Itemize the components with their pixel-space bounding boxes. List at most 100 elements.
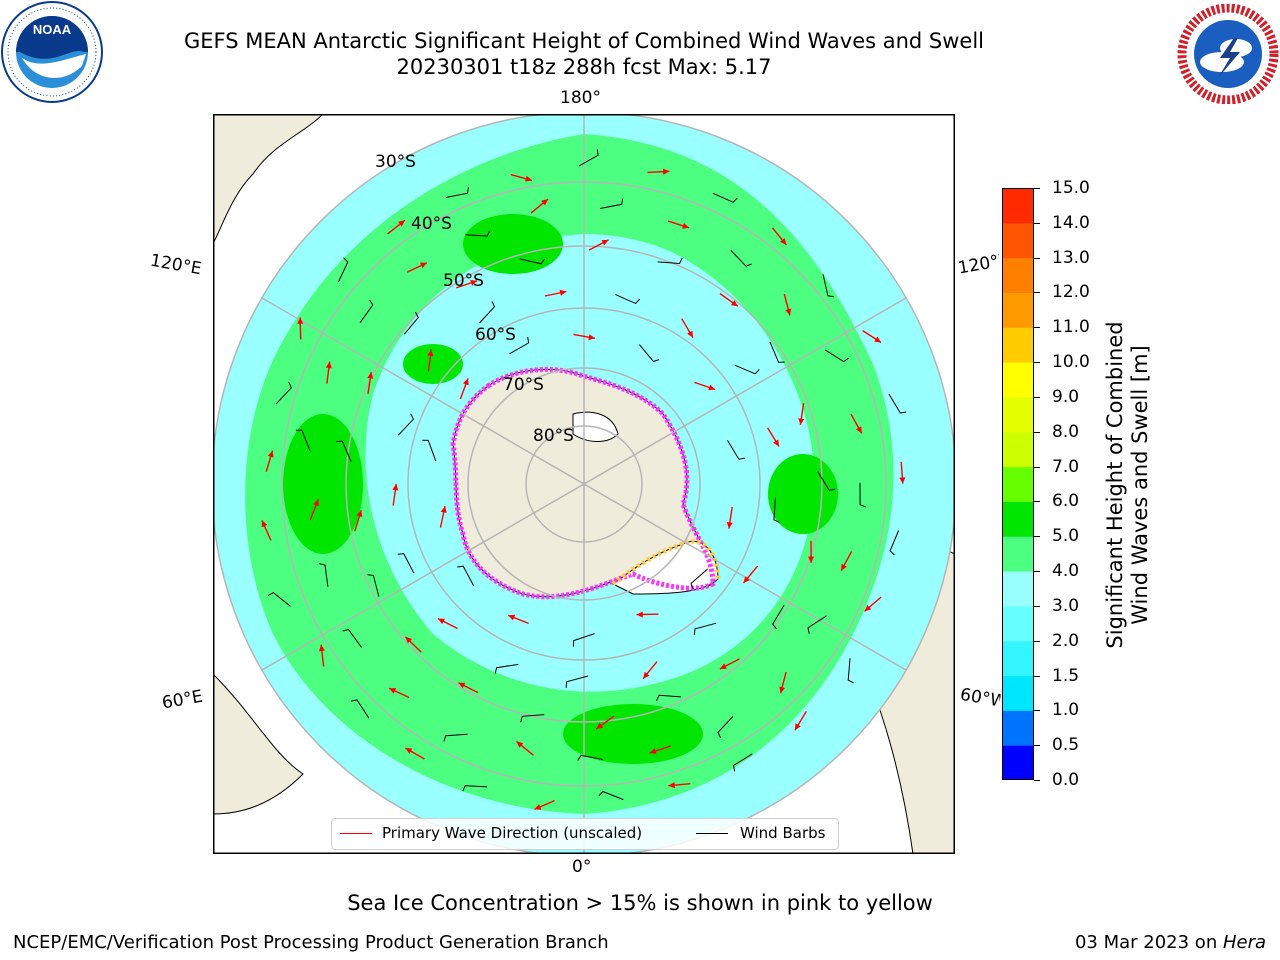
wave-arrow-head xyxy=(874,336,882,343)
colorbar-segment xyxy=(1002,362,1034,398)
wave-arrow-head xyxy=(643,671,650,679)
wind-barb xyxy=(351,699,370,719)
wave-arrow-head xyxy=(392,483,399,491)
latitude-label-70s: 70°S xyxy=(503,375,544,395)
colorbar-tick-label: 6.0 xyxy=(1052,491,1080,512)
colorbar-tick-label: 12.0 xyxy=(1052,282,1090,303)
wind-barb xyxy=(457,565,475,586)
wave-arrow-head xyxy=(687,330,693,338)
wave-arrow-head xyxy=(325,361,332,369)
wind-barb xyxy=(859,482,866,508)
colorbar-tick-mark xyxy=(1034,745,1040,747)
wave-arrow-head xyxy=(596,722,604,729)
wind-barb xyxy=(657,257,683,265)
wind-barb xyxy=(509,336,530,355)
wave-core-4to5m xyxy=(403,344,463,384)
wave-arrow-head xyxy=(649,748,657,754)
wind-barb xyxy=(693,622,717,635)
footer-date: 03 Mar 2023 on Hera xyxy=(1075,932,1266,953)
wave-arrow-head xyxy=(780,238,787,245)
colorbar-tick-label: 4.0 xyxy=(1052,561,1080,582)
colorbar-title-line1: Significant Height of Combined xyxy=(1103,321,1127,649)
wave-arrow-head xyxy=(463,378,469,386)
svg-text:NOAA: NOAA xyxy=(33,22,72,37)
wave-arrow-head xyxy=(588,334,595,341)
longitude-label-180: 180° xyxy=(560,88,601,108)
legend-wave-label: Primary Wave Direction (unscaled) xyxy=(382,824,643,842)
sea-ice-note: Sea Ice Concentration > 15% is shown in … xyxy=(347,891,933,915)
colorbar-tick-mark xyxy=(1034,780,1040,781)
legend-wave-swatch xyxy=(340,833,372,834)
map-legend: Primary Wave Direction (unscaled) Wind B… xyxy=(331,818,839,850)
colorbar-tick-mark xyxy=(1034,605,1040,607)
wind-barb xyxy=(730,249,752,267)
wind-barb xyxy=(519,258,546,265)
colorbar-tick-mark xyxy=(1034,501,1040,503)
colorbar-title: Significant Height of Combined Wind Wave… xyxy=(1103,321,1153,648)
land-africa-corner xyxy=(213,673,304,815)
colorbar-tick-mark xyxy=(1034,710,1040,712)
colorbar-segment xyxy=(1002,396,1034,433)
wind-barb xyxy=(578,149,599,167)
colorbar-segment xyxy=(1002,536,1034,572)
wave-arrow-head xyxy=(730,300,738,307)
wind-barb xyxy=(479,301,496,324)
colorbar-tick-mark xyxy=(1034,396,1040,398)
wave-arrow-head xyxy=(261,520,268,528)
wave-arrow-head xyxy=(318,644,325,652)
wind-barb xyxy=(727,440,745,460)
colorbar-tick-label: 15.0 xyxy=(1052,178,1090,198)
colorbar-tick-mark xyxy=(1034,466,1040,468)
wind-barb xyxy=(817,471,836,491)
colorbar-tick-label: 9.0 xyxy=(1052,386,1080,407)
wave-arrow-head xyxy=(297,317,304,324)
chart-title: GEFS MEAN Antarctic Significant Height o… xyxy=(183,29,985,53)
wind-barb xyxy=(577,754,603,761)
wind-barb xyxy=(462,785,488,792)
wind-barb xyxy=(639,344,660,363)
legend-wind-swatch xyxy=(696,833,728,834)
colorbar-tick-mark xyxy=(1034,571,1040,573)
wind-barb xyxy=(403,311,419,335)
colorbar-tick-label: 0.5 xyxy=(1052,735,1080,756)
wind-barb xyxy=(712,192,738,203)
wind-barb xyxy=(600,198,624,209)
latitude-label-60s: 60°S xyxy=(475,325,516,345)
noaa-logo: NOAA xyxy=(1,1,103,103)
wind-barb xyxy=(717,716,734,739)
wind-barb xyxy=(824,349,849,363)
colorbar-tick-label: 11.0 xyxy=(1052,317,1090,338)
colorbar-tick-mark xyxy=(1034,675,1040,677)
wave-arrow-head xyxy=(419,262,427,269)
wave-arrow-head xyxy=(313,499,319,507)
wind-barb xyxy=(615,294,641,304)
wave-arrow-head xyxy=(508,614,516,621)
colorbar-tick-mark xyxy=(1034,640,1040,642)
wind-barb xyxy=(734,364,760,375)
wind-barb xyxy=(772,605,785,630)
wind-barb xyxy=(422,439,437,462)
wave-arrow-head xyxy=(798,418,805,425)
land-australia-corner xyxy=(213,114,324,245)
map-frame xyxy=(213,114,955,854)
colorbar-frame xyxy=(1002,188,1034,780)
sea-ice-edge xyxy=(450,366,716,600)
footer-host: Hera xyxy=(1222,932,1266,953)
wind-barb xyxy=(565,675,589,688)
wind-barb xyxy=(318,563,329,587)
wave-arrow-head xyxy=(437,618,445,625)
colorbar-tick-label: 1.5 xyxy=(1052,665,1080,686)
wave-arrow-head xyxy=(743,576,750,583)
wave-arrow-head xyxy=(470,280,478,286)
colorbar-segment xyxy=(1002,571,1034,607)
longitude-label-120w: 120°W xyxy=(956,251,1002,279)
wave-core-4to5m xyxy=(563,704,703,764)
wind-barb xyxy=(397,413,414,436)
wave-arrow-head xyxy=(559,289,567,296)
wind-barb xyxy=(465,230,491,237)
colorbar-segment xyxy=(1002,640,1034,677)
colorbar-segment xyxy=(1002,257,1034,293)
wave-arrow-head xyxy=(405,748,413,754)
colorbar-segment xyxy=(1002,675,1034,711)
colorbar-tick-label: 0.0 xyxy=(1052,770,1080,790)
